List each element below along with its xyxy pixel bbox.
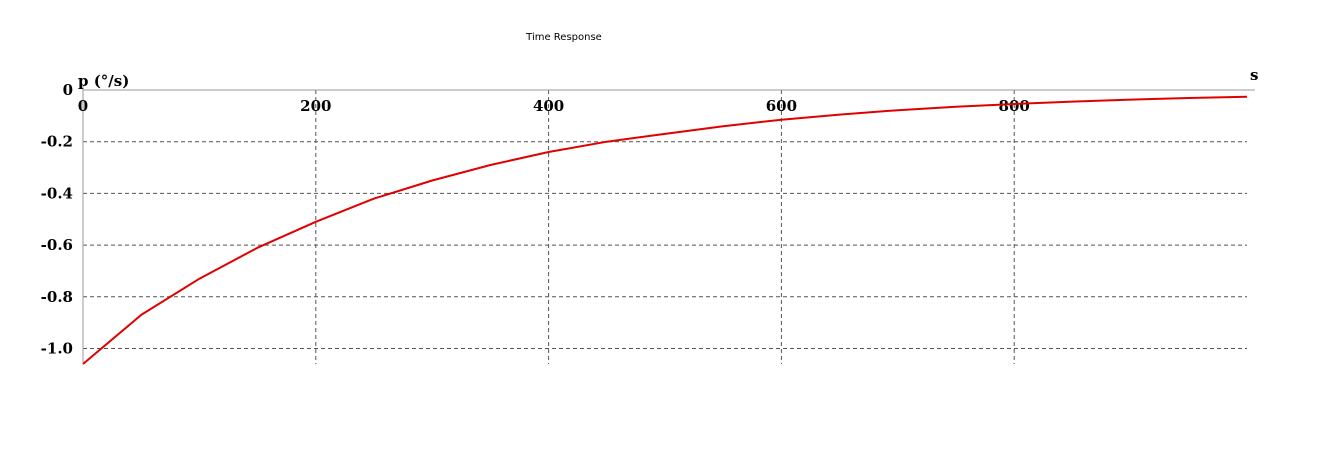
x-tick-label: 0 xyxy=(78,97,88,115)
x-tick-label: 800 xyxy=(999,97,1030,115)
x-tick-label: 600 xyxy=(766,97,797,115)
y-tick-label: 0 xyxy=(63,81,73,99)
chart-title: Time Response xyxy=(525,32,602,43)
x-axis-label: s xyxy=(1250,66,1258,84)
y-tick-label: -1.0 xyxy=(41,339,73,357)
y-tick-label: -0.4 xyxy=(41,184,73,202)
tick-labels: 0 -0.2 -0.4 -0.6 -0.8 -1.0 0 200 400 600 800 xyxy=(41,81,1030,357)
x-tick-label: 400 xyxy=(533,97,564,115)
series xyxy=(82,95,1248,365)
y-axis-label: p (°/s) xyxy=(78,72,129,90)
x-tick-label: 200 xyxy=(300,97,331,115)
axes xyxy=(82,86,1255,364)
series-line xyxy=(82,95,1248,365)
y-tick-label: -0.2 xyxy=(41,133,73,151)
grid xyxy=(83,90,1247,364)
y-tick-label: -0.6 xyxy=(41,236,73,254)
y-tick-label: -0.8 xyxy=(41,288,73,306)
